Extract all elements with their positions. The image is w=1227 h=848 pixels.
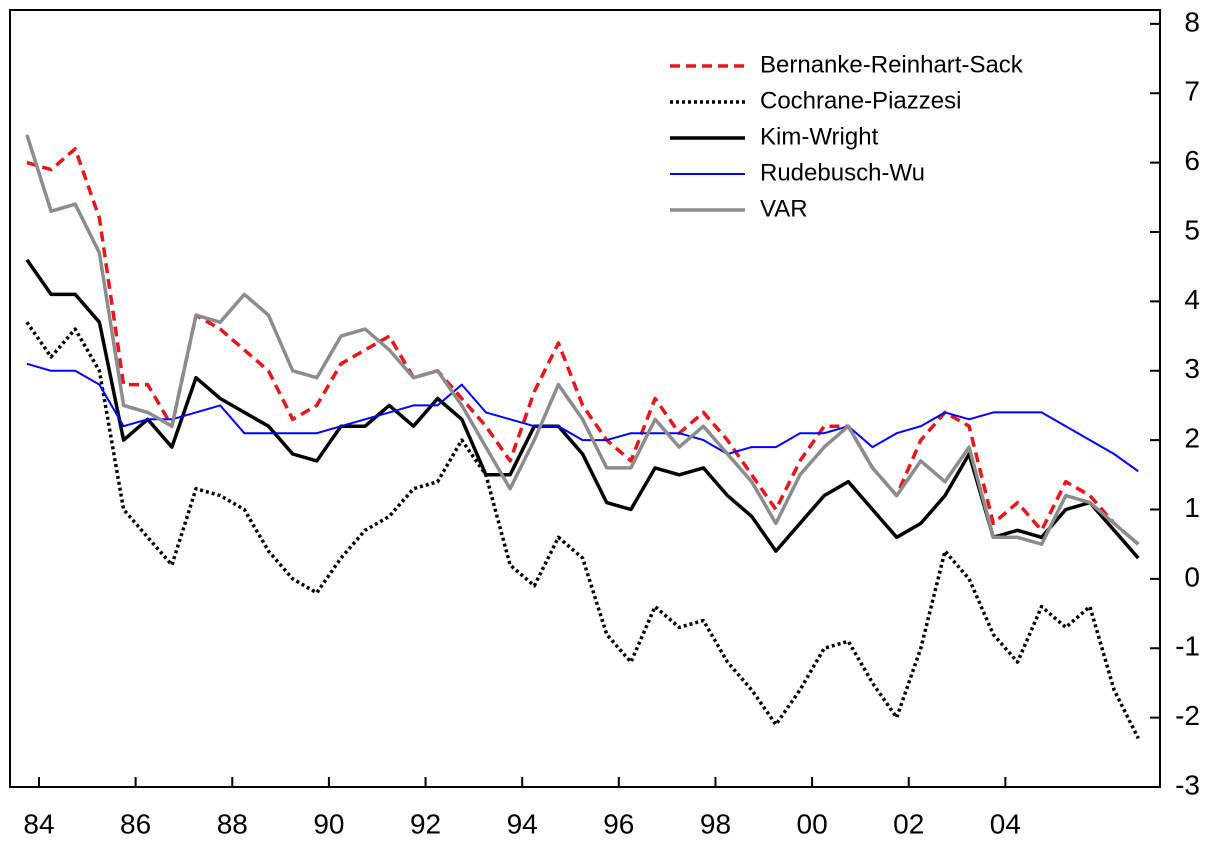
- x-tick-label: 04: [990, 808, 1021, 839]
- series-line: [25, 321, 1140, 740]
- x-tick-label: 90: [313, 808, 344, 839]
- legend-label: Bernanke-Reinhart-Sack: [760, 51, 1024, 78]
- y-tick-label: -3: [1175, 769, 1200, 800]
- y-tick-label: -1: [1175, 631, 1200, 662]
- legend-label: Cochrane-Piazzesi: [760, 87, 961, 114]
- y-tick-label: 1: [1184, 492, 1200, 523]
- x-tick-label: 96: [603, 808, 634, 839]
- series-line: [26, 362, 1139, 473]
- y-tick-label: 4: [1184, 284, 1200, 315]
- x-tick-label: 88: [217, 808, 248, 839]
- y-tick-label: 0: [1184, 561, 1200, 592]
- x-tick-label: 94: [507, 808, 538, 839]
- series-line: [25, 258, 1140, 560]
- y-tick-label: 7: [1184, 76, 1200, 107]
- series-line: [25, 134, 1140, 546]
- y-tick-label: -2: [1175, 700, 1200, 731]
- y-tick-label: 8: [1184, 6, 1200, 37]
- plot-frame: [9, 9, 1161, 788]
- y-tick-label: 3: [1184, 353, 1200, 384]
- series-line: [26, 147, 1140, 546]
- x-tick-label: 98: [700, 808, 731, 839]
- x-tick-label: 02: [893, 808, 924, 839]
- y-tick-label: 2: [1184, 423, 1200, 454]
- x-tick-label: 86: [120, 808, 151, 839]
- legend-label: Kim-Wright: [760, 123, 879, 150]
- legend-label: VAR: [760, 195, 808, 222]
- legend-label: Rudebusch-Wu: [760, 159, 925, 186]
- x-tick-label: 92: [410, 808, 441, 839]
- y-tick-label: 5: [1184, 214, 1200, 245]
- y-tick-label: 6: [1184, 145, 1200, 176]
- x-tick-label: 84: [23, 808, 54, 839]
- x-tick-label: 00: [797, 808, 828, 839]
